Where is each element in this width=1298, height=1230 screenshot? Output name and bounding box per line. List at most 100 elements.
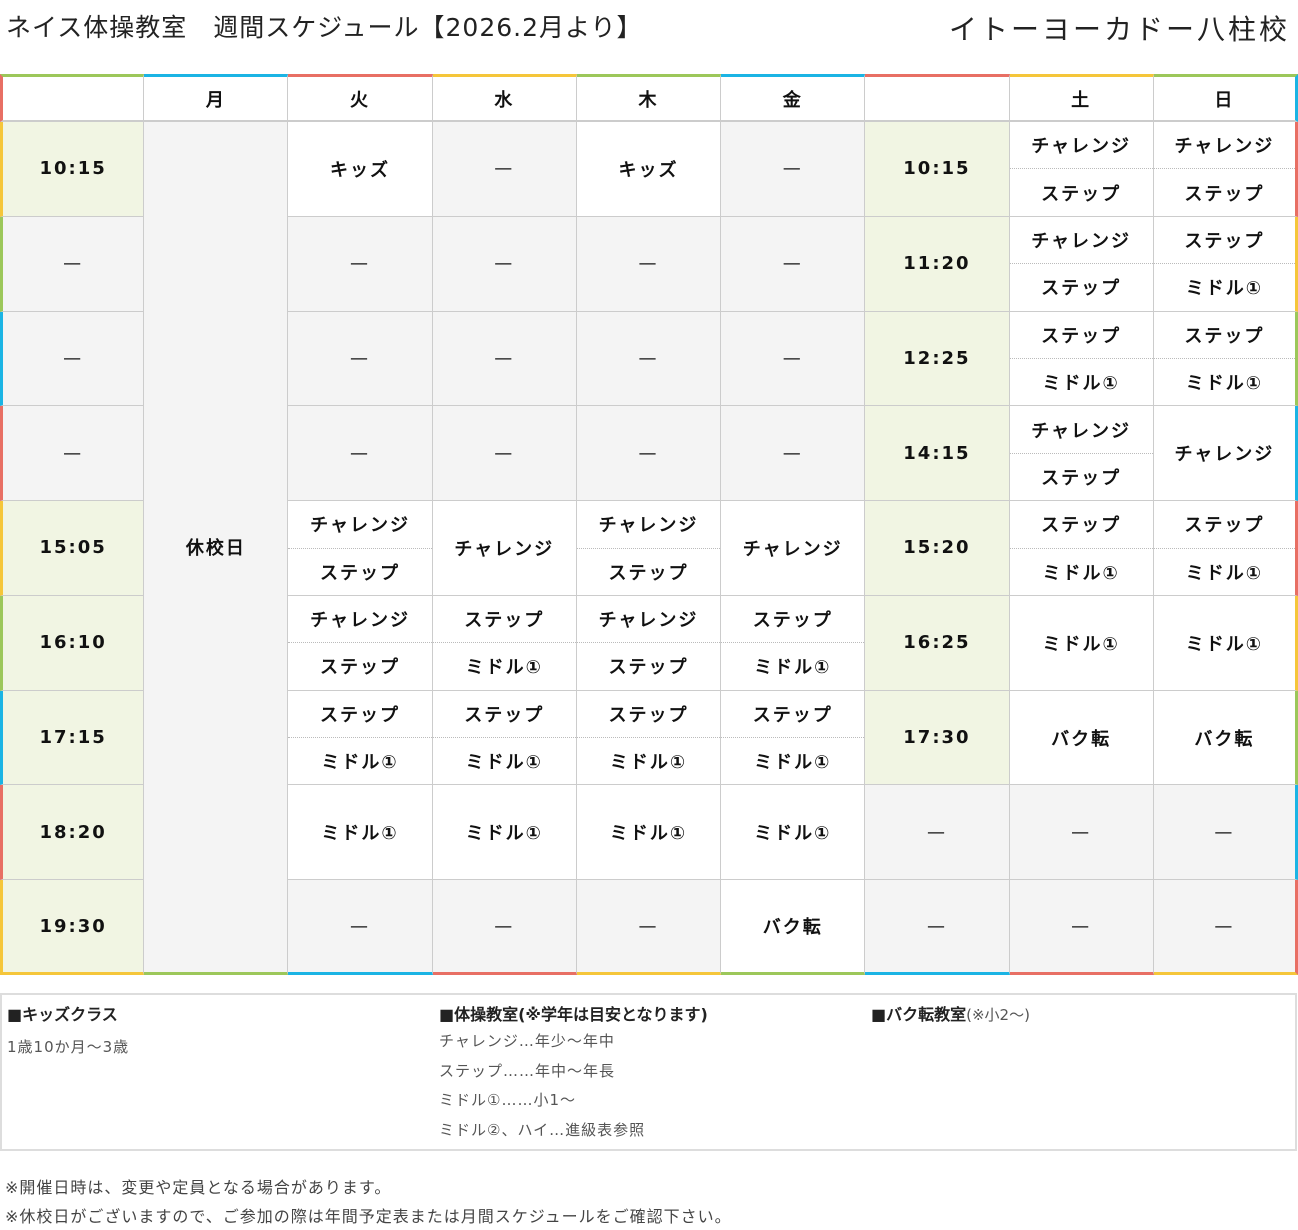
class-slot: ミドル①: [721, 737, 865, 784]
class-slot: キッズ: [618, 159, 679, 181]
day-header: 木: [576, 74, 722, 122]
schedule-cell-tue: キッズ: [288, 122, 433, 217]
class-slot: ミドル①: [1009, 547, 1153, 595]
class-slot: ミドル①: [432, 642, 576, 689]
empty-slot: —: [782, 347, 803, 369]
empty-slot: —: [350, 915, 371, 937]
empty-slot: —: [494, 915, 515, 937]
class-slot: 火: [350, 89, 371, 111]
empty-slot: —: [926, 915, 947, 937]
class-slot: ステップ: [1009, 263, 1153, 310]
schedule-cell-wed: —: [432, 311, 577, 407]
schedule-cell-sun: —: [1153, 880, 1298, 975]
class-slot: チャレンジ: [742, 538, 843, 560]
class-slot: 日: [1214, 89, 1235, 111]
class-slot: ミドル①: [1153, 263, 1295, 310]
schedule-cell-fri: ミドル①: [721, 785, 866, 881]
class-slot: チャレンジ: [310, 515, 410, 537]
empty-slot: —: [63, 442, 84, 464]
class-slot: 11:20: [903, 253, 971, 275]
class-slot: ミドル①: [321, 823, 399, 845]
class-slot: ミドル①: [432, 737, 576, 784]
empty-slot: —: [782, 253, 803, 275]
class-slot: ステップ: [1184, 230, 1265, 252]
class-slot: キッズ: [330, 159, 391, 181]
school-name: イトーヨーカドー八柱校: [948, 13, 1290, 46]
legend-kids: ■キッズクラス 1歳10か月～3歳: [7, 1001, 129, 1063]
day-header: 月: [144, 74, 289, 122]
schedule-cell-sat: チャレンジ ステップ: [1009, 406, 1154, 502]
schedule-table: 月火水木金土日休校日 10:15 キッズ — キッズ —10:15 チャレンジ ステップ チャレ…: [0, 74, 1298, 975]
schedule-cell-sun: バク転: [1153, 690, 1298, 786]
class-slot: 19:30: [39, 915, 107, 937]
time-cell: 17:30: [865, 690, 1010, 786]
class-slot: 16:10: [39, 632, 107, 654]
time-cell: 17:15: [0, 690, 145, 786]
class-slot: ミドル①: [721, 642, 865, 689]
legend-backflip-title: ■バク転教室: [871, 1005, 967, 1024]
class-slot: ステップ: [576, 642, 721, 689]
empty-slot: —: [638, 347, 659, 369]
schedule-cell-thu: チャレンジ ステップ: [576, 595, 722, 691]
empty-slot: —: [494, 158, 515, 180]
schedule-cell-tue: —: [288, 216, 433, 312]
time-cell: —: [865, 785, 1010, 881]
class-slot: 金: [782, 89, 803, 111]
time-cell: —: [0, 216, 145, 312]
schedule-cell-sun: チャレンジ: [1153, 406, 1298, 502]
day-header: 日: [1153, 74, 1298, 122]
empty-slot: —: [350, 347, 371, 369]
empty-slot: —: [63, 253, 84, 275]
schedule-cell-wed: —: [432, 216, 577, 312]
schedule-cell-fri: —: [721, 216, 866, 312]
schedule-cell-thu: —: [576, 311, 722, 407]
legend-line: ミドル②、ハイ…進級表参照: [439, 1120, 646, 1139]
day-header: [0, 74, 145, 122]
legend-backflip: ■バク転教室(※小2～): [871, 1001, 1030, 1033]
empty-slot: —: [494, 442, 515, 464]
class-slot: 15:20: [903, 537, 971, 559]
class-slot: ミドル①: [609, 823, 688, 845]
class-slot: ミドル①: [1009, 357, 1153, 405]
empty-slot: —: [1214, 915, 1235, 937]
schedule-cell-fri: —: [721, 122, 866, 217]
schedule-cell-tue: ミドル①: [288, 785, 433, 881]
footer-note: ※休校日がございますので、ご参加の際は年間予定表または月間スケジュールをご確認下…: [5, 1207, 732, 1226]
empty-slot: —: [638, 253, 659, 275]
time-cell: 10:15: [865, 122, 1010, 217]
schedule-cell-wed: チャレンジ: [432, 501, 577, 596]
class-slot: ミドル①: [1153, 357, 1295, 405]
footer-note: ※開催日時は、変更や定員となる場合があります。: [5, 1178, 392, 1197]
class-slot: ステップ: [464, 704, 545, 726]
schedule-cell-fri: ステップ ミドル①: [721, 595, 866, 691]
class-slot: ステップ: [752, 704, 833, 726]
schedule-cell-sat: ミドル①: [1009, 595, 1154, 691]
class-slot: ミドル①: [1153, 547, 1295, 595]
class-slot: チャレンジ: [1031, 420, 1132, 442]
schedule-cell-sat: バク転: [1009, 690, 1154, 786]
schedule-cell-wed: —: [432, 406, 577, 502]
schedule-cell-sat: ステップ ミドル①: [1009, 311, 1154, 407]
class-slot: ステップ: [1009, 168, 1153, 215]
time-cell: —: [0, 406, 145, 502]
legend-box: ■キッズクラス 1歳10か月～3歳 ■体操教室(※学年は目安となります) チャレ…: [0, 993, 1297, 1151]
monday-closed: 休校日: [144, 122, 289, 975]
schedule-cell-sat: チャレンジ ステップ: [1009, 122, 1154, 217]
class-slot: ステップ: [1041, 515, 1122, 537]
legend-kids-title: ■キッズクラス: [7, 1005, 118, 1024]
schedule-cell-thu: キッズ: [576, 122, 722, 217]
schedule-cell-thu: ミドル①: [576, 785, 722, 881]
schedule-cell-sun: —: [1153, 785, 1298, 881]
class-slot: バク転: [1194, 728, 1255, 750]
class-slot: 14:15: [903, 442, 971, 464]
class-slot: ステップ: [288, 642, 432, 689]
class-slot: チャレンジ: [598, 515, 699, 537]
empty-slot: —: [494, 253, 515, 275]
day-header: 金: [721, 74, 866, 122]
schedule-cell-sat: —: [1009, 880, 1154, 975]
empty-slot: —: [782, 442, 803, 464]
legend-line: チャレンジ…年少～年中: [439, 1032, 615, 1050]
class-slot: チャレンジ: [1174, 444, 1275, 466]
empty-slot: —: [1071, 915, 1092, 937]
legend-gym-title: ■体操教室(※学年は目安となります): [439, 1005, 708, 1024]
